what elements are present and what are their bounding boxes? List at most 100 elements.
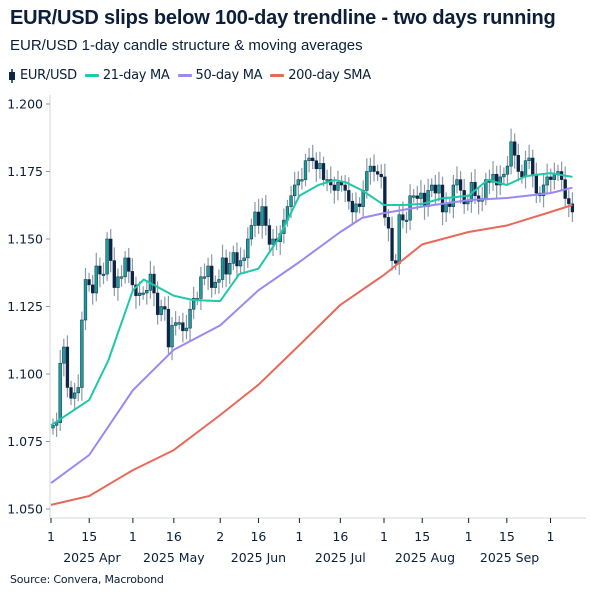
candle-body: [422, 192, 427, 207]
candle-body: [91, 284, 95, 294]
candle-body: [527, 157, 531, 161]
candle-body: [137, 292, 142, 296]
candle-body: [343, 184, 347, 191]
candle-body: [397, 214, 401, 264]
candle-body: [206, 265, 210, 278]
x-tick-label: 2: [216, 529, 224, 544]
candle-body: [458, 179, 463, 191]
candle-body: [116, 276, 120, 288]
candle-body: [289, 195, 293, 207]
candle-body: [455, 179, 459, 186]
candle-body: [181, 322, 185, 332]
chart-subtitle: EUR/USD 1-day candle structure & moving …: [10, 37, 363, 54]
candle-body: [80, 319, 84, 388]
candle-body: [523, 160, 528, 178]
legend-swatch: [270, 74, 285, 77]
candle-body: [545, 176, 549, 186]
legend-item-21ma: 21-day MA: [84, 68, 170, 83]
series-line-50-day-ma: [50, 186, 573, 484]
source-note: Source: Convera, Macrobond: [10, 573, 164, 586]
candle-body: [321, 163, 326, 180]
candle-body: [332, 184, 336, 191]
candle-body: [325, 179, 329, 182]
candle-body: [357, 203, 362, 207]
x-month-label: 2025 Aug: [395, 550, 455, 565]
candle-body: [293, 184, 297, 197]
candle-body: [516, 155, 520, 172]
x-tick-label: 16: [166, 529, 182, 544]
x-tick-label: 1: [380, 529, 388, 544]
candle-body: [83, 279, 88, 321]
candle-body: [163, 306, 167, 310]
candle-body: [336, 182, 340, 191]
candle-icon: [9, 68, 15, 83]
x-month-label: 2025 Jul: [315, 550, 366, 565]
candle-body: [350, 200, 355, 213]
candle-body: [296, 179, 300, 186]
candle-body: [65, 346, 70, 388]
candle-body: [173, 322, 178, 326]
candle-body: [228, 263, 232, 275]
y-tick-label: 1.050: [7, 502, 43, 517]
candle-body: [127, 257, 131, 272]
candle-body: [220, 257, 225, 280]
candle-body: [401, 214, 405, 221]
candle-body: [386, 217, 391, 229]
candle-body: [123, 257, 127, 278]
candle-body: [520, 171, 524, 178]
candle-body: [570, 203, 575, 213]
candle-body: [202, 276, 207, 279]
candle-body: [210, 265, 214, 288]
candle-body: [433, 184, 437, 194]
candle-body: [354, 203, 358, 213]
candle-body: [300, 179, 304, 182]
candle-body: [347, 190, 351, 202]
candle-body: [549, 176, 553, 180]
candle-body: [426, 190, 430, 207]
candle-body: [224, 257, 228, 275]
candle-body: [379, 173, 383, 178]
candle-body: [112, 260, 116, 288]
candle-body: [155, 292, 160, 315]
candle-body: [314, 160, 318, 170]
candle-body: [249, 225, 254, 240]
legend-item-50ma: 50-day MA: [177, 68, 263, 83]
x-month-label: 2025 Jun: [231, 550, 286, 565]
x-month-label: 2025 Apr: [63, 550, 121, 565]
candle-body: [498, 176, 502, 186]
candle-body: [509, 141, 513, 167]
x-tick-label: 1: [465, 529, 473, 544]
candle-body: [130, 271, 135, 286]
y-tick-label: 1.125: [7, 299, 43, 314]
candle-body: [51, 425, 55, 429]
series-line-21-day-ma: [50, 172, 573, 427]
candle-body: [246, 238, 250, 259]
candle-body: [264, 206, 268, 226]
candle-body: [531, 157, 535, 175]
candle-body: [502, 173, 506, 178]
candle-body: [109, 238, 113, 261]
candle-body: [513, 141, 517, 156]
candle-body: [444, 203, 448, 213]
candle-body: [170, 325, 174, 348]
candle-body: [451, 184, 456, 207]
candle-body: [390, 227, 394, 261]
candle-body: [188, 308, 192, 329]
candle-body: [552, 173, 557, 180]
candle-body: [260, 206, 264, 226]
candle-body: [375, 171, 380, 175]
candle-body: [567, 198, 571, 205]
y-tick-label: 1.175: [7, 164, 43, 179]
candle-body: [303, 160, 308, 180]
candle-body: [199, 276, 203, 299]
candle-body: [495, 173, 499, 186]
candle-body: [235, 252, 239, 267]
candle-body: [437, 184, 441, 194]
candle-body: [72, 392, 77, 399]
x-tick-label: 1: [129, 529, 137, 544]
candle-body: [430, 184, 434, 191]
candle-body: [339, 182, 344, 186]
x-tick-label: 15: [499, 529, 515, 544]
x-tick-label: 1: [295, 529, 303, 544]
